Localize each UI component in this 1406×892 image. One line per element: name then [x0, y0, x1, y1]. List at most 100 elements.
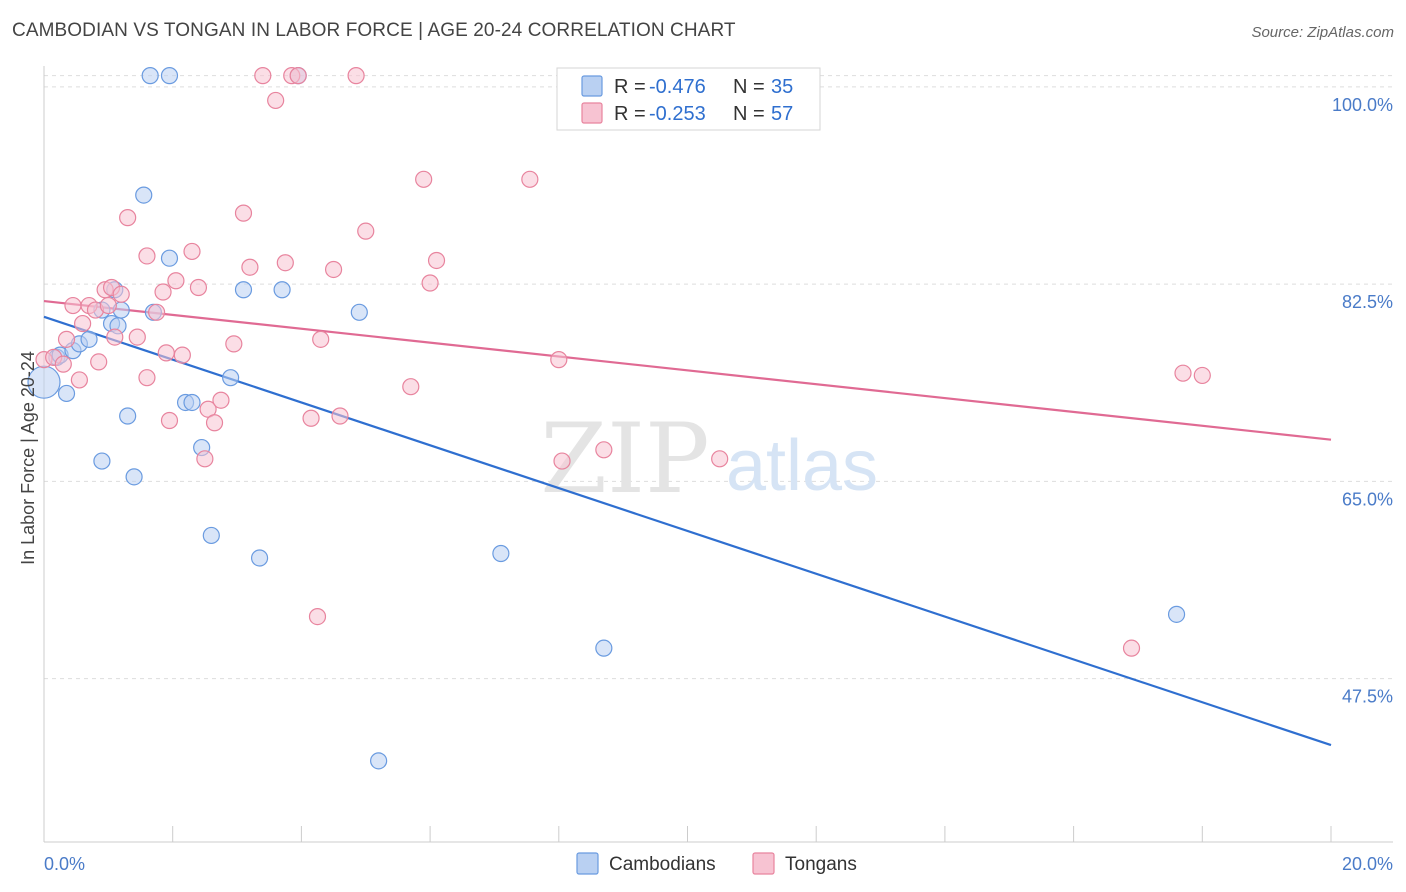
cambodian-point: [141, 67, 159, 85]
tongan-point: [138, 369, 156, 387]
y-tick-label: 82.5%: [1342, 292, 1393, 312]
tongan-point: [711, 450, 729, 468]
tongan-point: [212, 391, 230, 409]
y-tick-label: 47.5%: [1342, 687, 1393, 707]
cambodian-point: [135, 186, 153, 204]
tongan-point: [324, 260, 343, 279]
legend-n-label: N =: [733, 103, 765, 125]
tongan-point: [267, 91, 285, 110]
cambodian-point: [93, 452, 111, 470]
y-tick-label: 65.0%: [1342, 489, 1393, 509]
tongan-point: [167, 272, 185, 290]
tongan-point: [173, 346, 191, 364]
cambodian-point: [492, 544, 510, 563]
legend-swatch-tongans: [752, 852, 775, 875]
legend-n-label: N =: [733, 76, 765, 98]
cambodian-point: [80, 330, 98, 348]
cambodian-trend-line: [43, 315, 1332, 747]
tongan-point: [254, 67, 272, 85]
stats-legend: R = -0.476 N = 35 R = -0.253 N = 57: [556, 67, 821, 131]
tongan-point: [234, 204, 253, 222]
gridlines: [44, 75, 1393, 680]
tongan-point: [308, 607, 327, 626]
tongan-point: [225, 335, 243, 353]
cambodian-point: [202, 526, 220, 545]
x-tick-labels: 0.0% 20.0%: [44, 854, 1393, 874]
cambodian-point: [125, 468, 143, 486]
tongan-point: [189, 278, 208, 297]
tongan-point: [312, 330, 330, 348]
legend-r-value: -0.476: [649, 76, 706, 98]
tongan-point: [157, 344, 175, 362]
tongan-point: [119, 209, 137, 227]
x-tick-label: 20.0%: [1342, 854, 1393, 874]
x-tick-label: 0.0%: [44, 854, 85, 874]
legend-swatch-cambodians: [576, 852, 599, 875]
tongan-point: [241, 258, 259, 276]
chart-source: Source: ZipAtlas.com: [1251, 24, 1394, 41]
tongan-point: [331, 407, 349, 425]
tongan-point: [160, 411, 179, 430]
tongan-point: [90, 353, 108, 371]
y-tick-labels: 47.5% 65.0% 82.5% 100.0%: [1332, 95, 1393, 707]
watermark: ZIP atlas: [540, 403, 878, 515]
cambodian-point: [350, 303, 368, 321]
cambodian-point: [234, 281, 253, 299]
tongan-point: [302, 409, 320, 427]
tongan-point: [128, 328, 146, 346]
legend-swatch-tongans: [581, 102, 603, 124]
tongan-point: [54, 355, 72, 373]
tongan-point: [205, 414, 224, 432]
legend-label-cambodians: Cambodians: [609, 854, 716, 875]
legend-r-label: R =: [614, 103, 646, 125]
cambodian-point: [273, 281, 291, 299]
legend-n-value: 57: [771, 103, 793, 125]
legend-r-value: -0.253: [649, 103, 706, 125]
tongan-point: [421, 274, 439, 292]
tongan-point: [138, 247, 156, 265]
legend-label-tongans: Tongans: [785, 854, 857, 875]
tongan-point: [402, 378, 420, 396]
tongan-point: [553, 452, 571, 470]
cambodian-point: [595, 639, 613, 657]
tongan-point: [276, 254, 294, 272]
tongan-point: [196, 450, 214, 468]
tongan-point: [70, 371, 88, 389]
tongan-point: [415, 170, 433, 188]
cambodian-point: [250, 549, 269, 567]
tongan-point: [74, 314, 92, 333]
tongan-point: [595, 441, 613, 459]
y-tick-label: 100.0%: [1332, 95, 1393, 115]
tongan-trend-line: [43, 299, 1332, 441]
data-points: [27, 67, 1211, 770]
tongan-point: [106, 328, 124, 346]
tongan-point: [57, 330, 76, 348]
tongan-point: [154, 283, 172, 301]
tongan-point: [347, 67, 365, 85]
legend-swatch-cambodians: [581, 75, 603, 97]
tongan-point: [112, 285, 130, 303]
cambodian-point: [370, 752, 388, 770]
tongan-point: [357, 222, 375, 240]
cambodian-point: [183, 393, 201, 412]
tongan-point: [289, 67, 307, 85]
tongan-point: [1174, 364, 1192, 382]
y-axis-label: In Labor Force | Age 20-24: [18, 351, 38, 565]
tongan-point: [183, 242, 201, 261]
cambodian-point: [57, 384, 76, 403]
tongan-point: [148, 303, 166, 321]
tongan-point: [521, 170, 539, 188]
axes: [43, 66, 1393, 843]
trend-lines: [43, 299, 1332, 747]
tongan-point: [550, 351, 568, 369]
tongan-point: [1193, 366, 1211, 385]
legend-r-label: R =: [614, 76, 646, 98]
tongan-point: [427, 251, 446, 270]
chart-title: CAMBODIAN VS TONGAN IN LABOR FORCE | AGE…: [12, 20, 736, 41]
cambodian-point: [160, 67, 179, 85]
tongan-point: [99, 296, 117, 315]
tongan-point: [64, 296, 82, 315]
cambodian-point: [1167, 605, 1186, 623]
watermark-atlas: atlas: [726, 426, 878, 506]
